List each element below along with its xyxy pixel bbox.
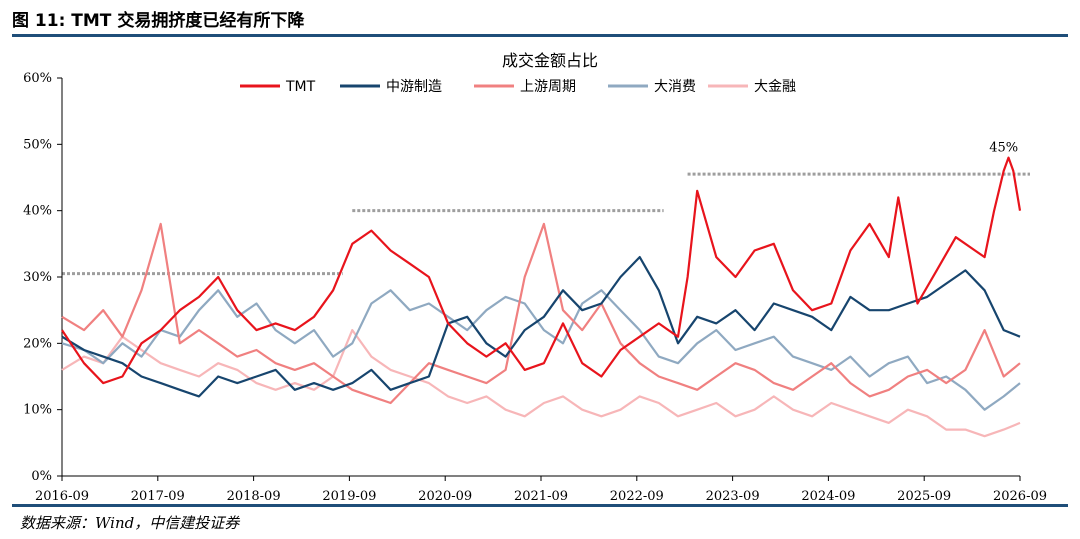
x-tick-label: 2020-09 — [418, 489, 472, 504]
source-note: 数据来源：Wind，中信建投证券 — [20, 514, 240, 532]
reference-lines — [62, 172, 1030, 276]
x-tick-label: 2018-09 — [227, 489, 281, 504]
series-line-上游周期 — [61, 222, 1021, 405]
y-tick-label: 10% — [23, 403, 52, 418]
legend-label: 大消费 — [654, 79, 696, 95]
chart-title: 成交金额占比 — [502, 51, 598, 70]
series-line-中游制造 — [61, 256, 1021, 398]
x-tick-label: 2026-09 — [993, 489, 1047, 504]
figure-title: 图 11: TMT 交易拥挤度已经有所下降 — [12, 11, 305, 31]
peak-annotation: 45% — [989, 141, 1018, 156]
series-line-大金融 — [61, 329, 1021, 438]
legend-label: 中游制造 — [386, 79, 442, 95]
x-tick-label: 2023-09 — [706, 489, 760, 504]
legend-label: TMT — [285, 79, 316, 95]
y-tick-label: 40% — [23, 204, 52, 219]
x-tick-label: 2024-09 — [801, 489, 855, 504]
top-rule — [12, 34, 1068, 37]
legend-label: 大金融 — [754, 79, 796, 95]
x-tick-label: 2019-09 — [322, 489, 376, 504]
y-tick-label: 50% — [23, 137, 52, 152]
y-tick-label: 20% — [23, 336, 52, 351]
legend-label: 上游周期 — [520, 79, 576, 95]
x-tick-label: 2025-09 — [897, 489, 951, 504]
x-tick-label: 2016-09 — [35, 489, 89, 504]
bottom-rule — [12, 504, 1068, 507]
series-line-大消费 — [61, 289, 1021, 411]
y-tick-label: 60% — [23, 71, 52, 86]
series-lines — [61, 156, 1022, 438]
y-tick-label: 0% — [31, 469, 52, 484]
axes: 0% 10% 20% 30% 40% 50% 60% 2016-09 2017-09 2018-0… — [23, 71, 1047, 504]
series-line-TMT — [61, 156, 1022, 385]
x-tick-label: 2021-09 — [514, 489, 568, 504]
x-tick-label: 2022-09 — [610, 489, 664, 504]
y-tick-label: 30% — [23, 270, 52, 285]
legend: TMT 中游制造 上游周期 大消费 大金融 — [240, 79, 796, 95]
x-tick-label: 2017-09 — [131, 489, 185, 504]
